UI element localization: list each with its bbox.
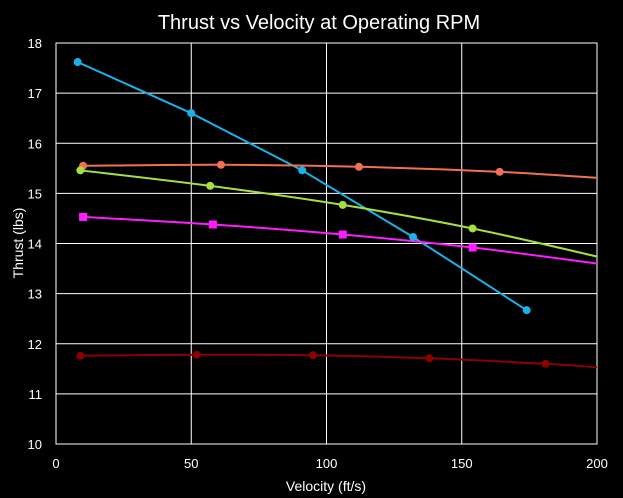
y-tick-label: 14: [28, 237, 42, 252]
y-tick-label: 12: [28, 337, 42, 352]
series-layer: [77, 61, 598, 369]
marker-layer: [73, 58, 550, 368]
series-4-point: [338, 230, 347, 239]
y-tick-label: 16: [28, 136, 42, 151]
x-axis-label: Velocity (ft/s): [286, 478, 366, 494]
chart-title: Thrust vs Velocity at Operating RPM: [158, 12, 480, 34]
y-tick-label: 15: [28, 186, 42, 201]
series-5-point: [76, 351, 85, 360]
y-tick-label: 18: [28, 36, 42, 51]
series-3-point: [468, 224, 477, 233]
series-5-point: [425, 354, 434, 363]
x-tick-label: 200: [586, 456, 608, 471]
series-5-line: [80, 353, 598, 369]
x-tick-label: 100: [316, 456, 338, 471]
x-tick-label: 0: [52, 456, 59, 471]
series-2-point: [354, 162, 363, 171]
series-5-point: [192, 350, 201, 359]
series-2-line: [83, 163, 598, 179]
x-tick-label: 50: [184, 456, 198, 471]
y-tick-label: 17: [28, 86, 42, 101]
series-2-point: [217, 160, 226, 169]
series-1-line: [77, 61, 528, 312]
series-1-point: [298, 166, 307, 175]
y-axis-label: Thrust (lbs): [10, 208, 26, 279]
y-tick-label: 13: [28, 287, 42, 302]
series-1-point: [187, 109, 196, 118]
series-1-point: [522, 306, 531, 315]
series-2-point: [495, 167, 504, 176]
series-4-point: [468, 243, 477, 252]
series-4-point: [79, 212, 88, 221]
series-5-point: [308, 351, 317, 360]
x-tick-label: 150: [451, 456, 473, 471]
tick-layer: 10 11 12 13 14 15 16 17 18 0 50 100 150 200: [28, 36, 608, 471]
grid-layer: [55, 42, 598, 445]
series-3-point: [206, 181, 215, 190]
y-tick-label: 11: [29, 387, 43, 402]
series-4-point: [208, 220, 217, 229]
series-5-point: [541, 359, 550, 368]
y-tick-label: 10: [28, 437, 42, 452]
series-3-point: [338, 200, 347, 209]
series-1-point: [73, 58, 82, 67]
series-4-line: [82, 215, 598, 265]
series-3-point: [76, 166, 85, 175]
series-1-point: [409, 232, 418, 241]
